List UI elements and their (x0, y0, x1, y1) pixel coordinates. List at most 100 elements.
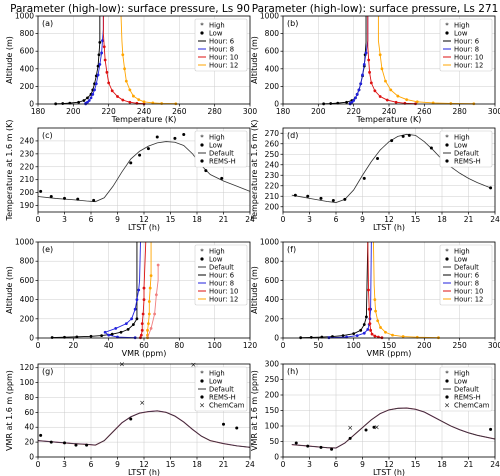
series-point (357, 88, 361, 92)
y-tick-label: 60 (24, 408, 34, 417)
x-tick-label: 280 (208, 107, 223, 116)
series-point (154, 293, 158, 297)
rems-point (331, 198, 335, 202)
legend-marker-high: * (200, 22, 204, 30)
series-point (350, 100, 354, 104)
series-point (362, 63, 366, 66)
y-tick-label: 220 (20, 162, 35, 171)
series-line (300, 241, 369, 339)
y-tick-label: 400 (265, 64, 280, 73)
series-point (128, 88, 132, 92)
x-tick-label: 0 (36, 460, 41, 469)
rems-point (129, 161, 133, 165)
series-point (345, 100, 348, 104)
y-tick-label: 200 (20, 82, 35, 91)
x-tick-label: 6 (89, 215, 94, 224)
chemcam-point: × (347, 424, 353, 432)
legend-marker-low (445, 257, 449, 261)
series-point (140, 328, 144, 332)
series-point (378, 53, 382, 57)
series-point (367, 288, 370, 292)
y-tick-label: 300 (265, 360, 280, 369)
y-tick-label: 1000 (15, 238, 34, 247)
legend-marker-low (200, 379, 204, 383)
legend-entry: ChemCam (209, 401, 245, 409)
series-point (98, 41, 102, 44)
series-point (110, 89, 114, 93)
x-tick-label: 12 (384, 215, 394, 224)
x-tick-label: 40 (104, 341, 114, 350)
x-tick-label: 21 (464, 460, 474, 469)
legend-marker-rems (200, 395, 204, 399)
series-point (147, 312, 151, 316)
legend-entry: Low (454, 377, 468, 385)
x-tick-label: 50 (314, 341, 324, 350)
rems-point (39, 433, 43, 437)
rems-point (220, 176, 224, 180)
y-tick-label: 270 (265, 129, 280, 138)
series-point (149, 274, 153, 277)
legend-marker-low (445, 379, 449, 383)
legend-entry: Hour: 8 (454, 279, 479, 287)
legend-marker-rems (445, 395, 449, 399)
legend-box (439, 244, 493, 306)
legend-box (194, 366, 248, 412)
y-tick-label: 800 (265, 29, 280, 38)
panel-label: (f) (287, 245, 296, 254)
series-point (132, 94, 135, 98)
panel-label: (c) (42, 131, 53, 140)
legend-entry: REMS-H (454, 393, 481, 401)
x-tick-label: 240 (382, 107, 397, 116)
rems-point (74, 443, 78, 447)
rems-point (155, 135, 159, 139)
series-line (120, 15, 176, 105)
series-point (385, 98, 389, 102)
series-point (341, 334, 345, 337)
x-tick-label: 0 (36, 341, 41, 350)
y-tick-label: 40 (24, 423, 34, 432)
series-point (96, 73, 100, 77)
series-point (139, 333, 143, 337)
x-tick-label: 260 (417, 107, 432, 116)
series-point (355, 92, 359, 96)
series-point (379, 326, 382, 329)
x-tick-label: 24 (245, 460, 255, 469)
legend-entry: Default (454, 385, 479, 393)
y-tick-label: 400 (20, 64, 35, 73)
series-point (97, 53, 101, 57)
x-tick-label: 260 (172, 107, 187, 116)
series-point (396, 94, 400, 98)
panel-label: (a) (42, 19, 53, 28)
legend-entry: Hour: 12 (454, 61, 483, 69)
x-axis-label: VMR (ppm) (367, 349, 412, 358)
x-tick-label: 300 (243, 107, 258, 116)
y-tick-label: 200 (265, 314, 280, 323)
rems-point (330, 447, 334, 451)
y-tick-label: 190 (20, 201, 35, 210)
series-point (373, 298, 377, 301)
x-tick-label: 9 (115, 215, 120, 224)
series-point (140, 322, 144, 325)
legend-entry: Hour: 12 (209, 295, 238, 303)
series-point (368, 322, 372, 325)
series-point (130, 317, 134, 321)
series-point (367, 307, 371, 311)
y-tick-label: 240 (20, 136, 35, 145)
rems-point (92, 198, 96, 202)
legend-entry: Hour: 8 (209, 279, 234, 287)
y-axis-label: Altitude (m) (5, 266, 14, 314)
legend-box (194, 130, 248, 168)
y-tick-label: 800 (20, 29, 35, 38)
chemcam-point: × (374, 424, 380, 432)
panel-label: (b) (287, 19, 298, 28)
panel-label: (d) (287, 131, 298, 140)
series-point (148, 286, 152, 290)
series-point (361, 73, 364, 77)
x-tick-label: 24 (490, 460, 500, 469)
rems-point (294, 441, 298, 445)
series-line (52, 242, 138, 338)
legend-entry: Hour: 10 (454, 53, 483, 61)
chemcam-point: × (139, 399, 145, 407)
legend-entry: Low (209, 141, 223, 149)
